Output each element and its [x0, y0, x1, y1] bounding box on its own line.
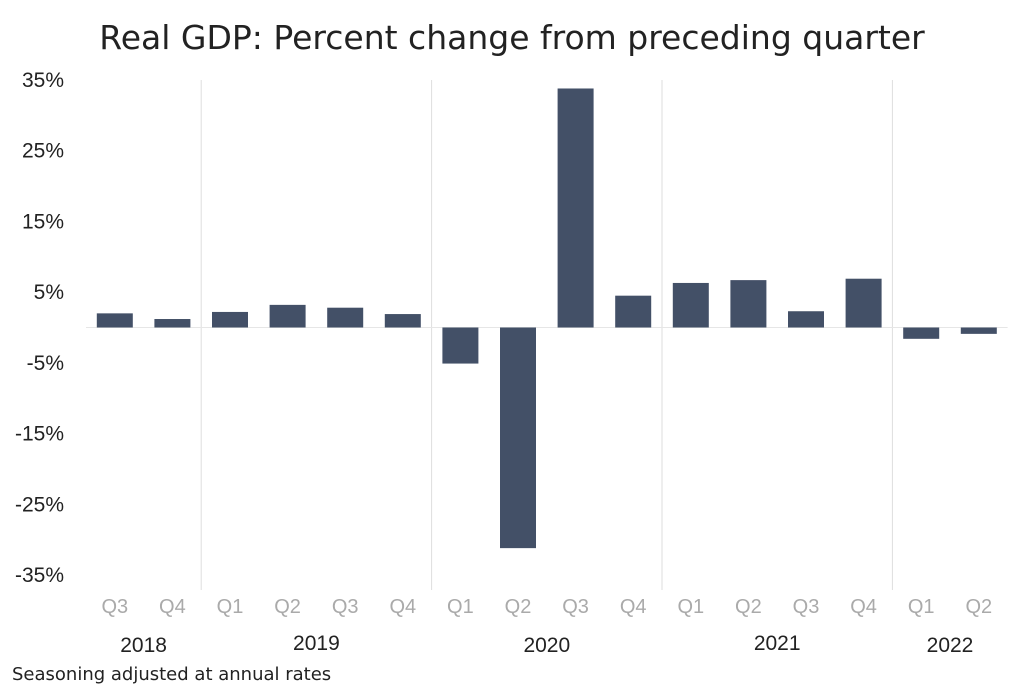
bar	[788, 311, 824, 328]
quarter-label: Q3	[562, 596, 589, 618]
quarter-label: Q4	[850, 596, 877, 618]
year-label: 2021	[754, 632, 801, 655]
quarter-label: Q4	[620, 596, 647, 618]
bar	[442, 327, 479, 364]
bar	[557, 88, 594, 328]
year-label: 2019	[293, 632, 340, 655]
y-tick-label: -15%	[15, 423, 64, 446]
bar	[730, 280, 767, 328]
chart-title: Real GDP: Percent change from preceding …	[99, 18, 925, 57]
bar	[327, 307, 364, 328]
bar	[96, 313, 133, 328]
quarter-label: Q2	[965, 596, 992, 618]
bar	[500, 327, 536, 549]
quarter-label: Q3	[793, 596, 820, 618]
y-tick-label: 15%	[22, 210, 64, 233]
y-tick-label: 5%	[34, 281, 64, 304]
quarter-label: Q4	[159, 596, 186, 618]
bar	[384, 314, 421, 328]
bar	[269, 304, 306, 328]
quarter-label: Q2	[505, 596, 532, 618]
year-label: 2020	[523, 634, 570, 657]
year-label: 2022	[927, 634, 974, 657]
quarter-label: Q2	[274, 596, 301, 618]
quarter-label: Q1	[447, 596, 474, 618]
quarter-label: Q1	[908, 596, 935, 618]
bar	[615, 295, 652, 328]
quarter-label: Q3	[101, 596, 128, 618]
quarter-label: Q1	[217, 596, 244, 618]
quarter-label: Q4	[389, 596, 416, 618]
quarter-label: Q3	[332, 596, 359, 618]
quarter-label: Q1	[677, 596, 704, 618]
y-tick-label: -25%	[15, 493, 64, 516]
quarter-label: Q2	[735, 596, 762, 618]
year-label: 2018	[120, 634, 167, 657]
bar	[845, 278, 882, 328]
bar	[212, 311, 248, 328]
y-tick-label: -5%	[27, 352, 64, 375]
bar	[960, 327, 997, 334]
y-tick-label: 35%	[22, 69, 64, 92]
bar	[903, 327, 940, 339]
y-tick-label: 25%	[22, 140, 64, 163]
bar	[154, 319, 191, 328]
bar	[672, 282, 709, 328]
y-tick-label: -35%	[15, 564, 64, 587]
footnote: Seasoning adjusted at annual rates	[12, 664, 332, 685]
